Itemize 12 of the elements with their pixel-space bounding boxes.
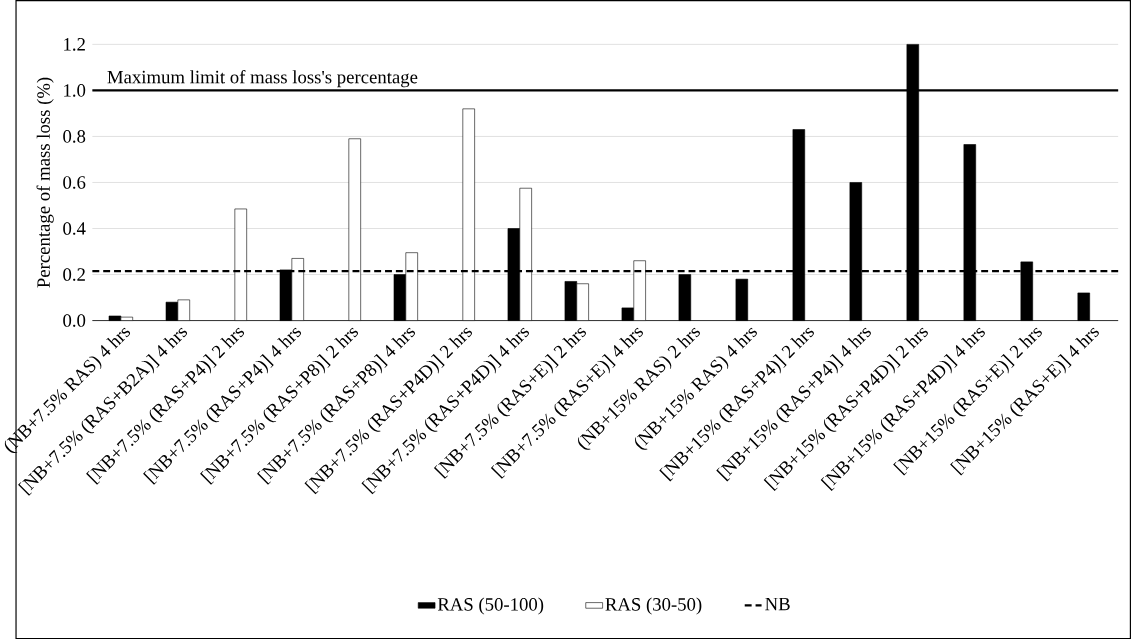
- y-tick-label: 1.2: [64, 37, 85, 51]
- y-tick-label: 0.0: [63, 314, 86, 327]
- y-tick-label: 1.0: [64, 83, 86, 97]
- y-tick-label: 0.2: [63, 268, 85, 281]
- legend-label: RAS (30-50): [605, 597, 702, 615]
- y-tick-label: 0.8: [63, 130, 86, 143]
- ref-line-label: Maximum limit of mass loss's percentage: [107, 69, 418, 88]
- legend-label: NB: [765, 597, 790, 611]
- y-axis-title: Percentage of mass loss (%): [36, 77, 54, 288]
- y-tick-label: 0.6: [63, 176, 86, 189]
- legend-label: RAS (50-100): [437, 597, 544, 615]
- y-tick-label: 0.4: [63, 222, 86, 235]
